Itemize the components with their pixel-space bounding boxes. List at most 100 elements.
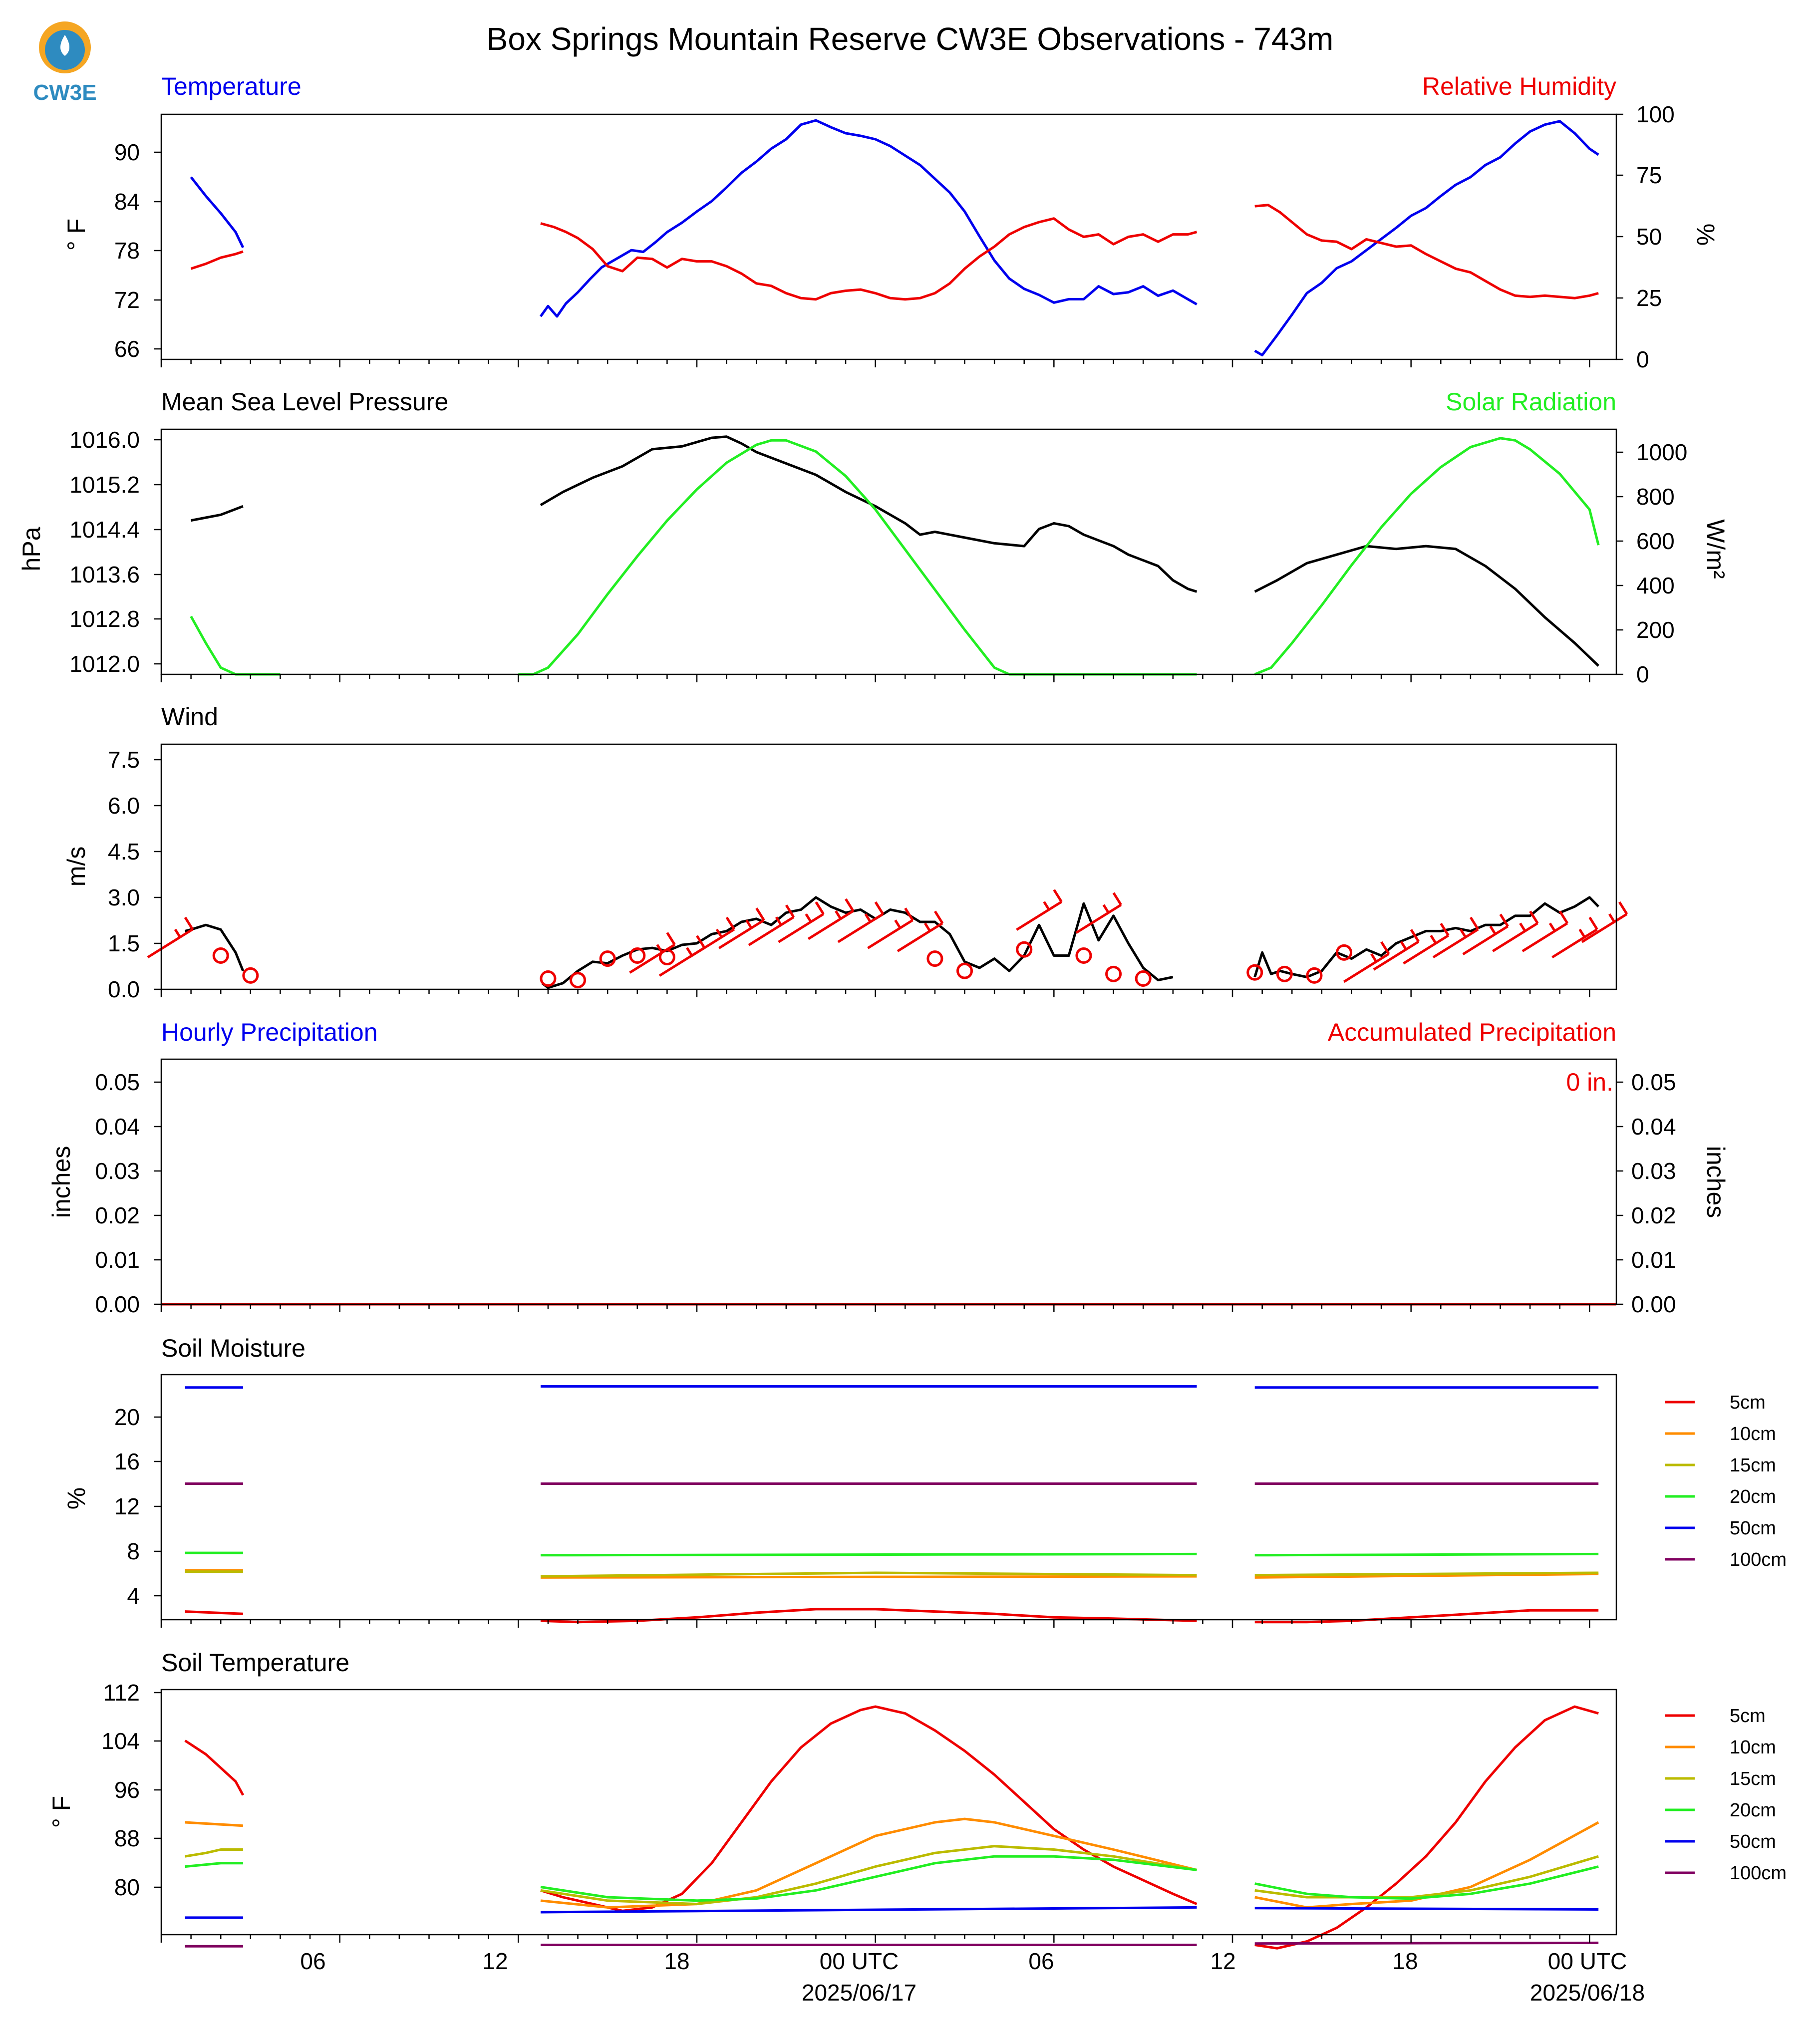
pressure-tick-label: 1012.0: [69, 651, 140, 677]
rh-tick-label: 100: [1636, 101, 1675, 127]
calm-wind-marker: [1135, 970, 1152, 987]
panel-soil-temp: Soil Temperature ° F 80 88 96 104 112 5c…: [47, 1649, 1787, 1950]
legend-label: 20cm: [1730, 1800, 1776, 1821]
calm-wind-marker: [1016, 941, 1033, 958]
wind-barb: [1403, 922, 1450, 965]
legend-label: 50cm: [1730, 1831, 1776, 1852]
calm-wind-marker: [956, 962, 973, 979]
temp-ylabel: ° F: [62, 219, 90, 251]
x-tick-label: 18: [664, 1948, 689, 1974]
legend-label: 100cm: [1730, 1863, 1787, 1884]
precip-tick-label: 0.03: [95, 1158, 140, 1184]
legend-label: 50cm: [1730, 1518, 1776, 1539]
series-line-20cm: [540, 1855, 1197, 1902]
accum-precip-value: 0 in.: [1566, 1068, 1613, 1096]
figure-title: Box Springs Mountain Reserve CW3E Observ…: [487, 21, 1334, 57]
wind-tick-label: 1.5: [108, 930, 140, 956]
x-tick-label: 18: [1392, 1948, 1418, 1974]
temp-y-ticks: 66 72 78 84 90: [114, 139, 161, 362]
panel-wind: Wind m/s 0.0 1.5 3.0 4.5 6.0 7.5: [62, 703, 1628, 1002]
x-tick-label: 06: [300, 1948, 325, 1974]
series-line-relative-humidity: [540, 217, 1198, 301]
x-axis-ticks: [160, 359, 1590, 1943]
wind-barb: [748, 904, 795, 946]
wind-barb: [897, 910, 944, 952]
wind-title: Wind: [161, 703, 218, 731]
series-line-5cm: [540, 1705, 1198, 1912]
legend-label: 10cm: [1730, 1424, 1776, 1445]
precip-right-ylabel: inches: [1702, 1146, 1730, 1218]
soil-moisture-y-ticks: 4 8 12 16 20: [114, 1404, 161, 1609]
soil-moisture-legend: 5cm 10cm 15cm 20cm 50cm 100cm: [1665, 1392, 1787, 1570]
wind-ylabel: m/s: [62, 847, 90, 887]
temp-tick-label: 78: [114, 238, 140, 264]
precip-tick-label: 0.03: [1631, 1158, 1676, 1184]
series-line-20cm: [185, 1862, 243, 1868]
series-line-15cm: [540, 1571, 1197, 1578]
wind-tick-label: 0.0: [108, 976, 140, 1002]
calm-wind-marker: [1306, 967, 1323, 984]
accum-precip-title: Accumulated Precipitation: [1328, 1018, 1616, 1046]
series-line-solar-radiation: [1254, 437, 1600, 676]
calm-wind-marker: [1075, 947, 1092, 964]
pressure-tick-label: 1015.2: [69, 472, 140, 498]
wind-barb: [147, 916, 194, 959]
precip-left-ticks: 0.00 0.01 0.02 0.03 0.04 0.05: [95, 1069, 161, 1317]
series-line-temperature: [539, 119, 1198, 318]
series-line-mean-sea-level-pressure: [191, 505, 244, 522]
x-tick-label: 00 UTC: [1548, 1948, 1627, 1974]
precip-tick-label: 0.05: [95, 1069, 140, 1095]
pressure-tick-label: 1012.8: [69, 606, 140, 632]
temp-tick-label: 90: [114, 139, 140, 165]
soil-temp-tick-label: 104: [101, 1728, 140, 1754]
series-line-wind-speed: [1253, 896, 1599, 978]
wind-y-ticks: 0.0 1.5 3.0 4.5 6.0 7.5: [108, 747, 161, 1002]
soil-moisture-frame: [160, 1374, 1617, 1621]
temp-title: Temperature: [161, 72, 302, 100]
wind-barb: [867, 907, 914, 949]
soil-moisture-ylabel: %: [62, 1487, 90, 1509]
legend-label: 20cm: [1730, 1486, 1776, 1507]
series-line-10cm: [185, 1821, 244, 1827]
series-line-wind-speed: [185, 923, 245, 972]
pressure-tick-label: 1013.6: [69, 562, 140, 587]
series-line-solar-radiation: [190, 615, 281, 676]
panel-precip: Hourly Precipitation Accumulated Precipi…: [47, 1018, 1730, 1317]
series-line-wind-speed: [541, 896, 1174, 989]
rh-tick-label: 75: [1636, 162, 1662, 188]
series-line-15cm: [1254, 1855, 1599, 1899]
wind-barb: [1492, 910, 1539, 952]
soil-moisture-tick-label: 20: [114, 1404, 140, 1430]
series-line-10cm: [540, 1817, 1198, 1909]
series-line-solar-radiation: [518, 439, 1197, 676]
legend-label: 100cm: [1730, 1549, 1787, 1570]
series-line-5cm: [1254, 1609, 1599, 1624]
wind-barb: [1373, 929, 1420, 971]
series-line-15cm: [185, 1848, 243, 1858]
x-tick-sublabel: 2025/06/17: [802, 1980, 916, 2006]
series-line-20cm: [540, 1552, 1197, 1557]
soil-temp-tick-label: 96: [114, 1777, 140, 1803]
pressure-solar-frame: [160, 428, 1617, 675]
wind-barb: [1581, 901, 1628, 943]
legend-label: 5cm: [1730, 1706, 1766, 1727]
precip-tick-label: 0.01: [1631, 1247, 1676, 1273]
wind-barb: [688, 916, 735, 959]
solar-ylabel: W/m²: [1702, 519, 1730, 579]
series-line-15cm: [1254, 1571, 1599, 1577]
wind-barb: [629, 932, 676, 974]
logo-drop-icon: [60, 35, 69, 56]
calm-wind-marker: [212, 947, 229, 964]
wind-series: [147, 889, 1628, 989]
wind-barb: [1521, 910, 1569, 952]
solar-tick-label: 400: [1636, 573, 1675, 598]
soil-moisture-tick-label: 8: [127, 1538, 140, 1564]
panel-pressure-solar: Mean Sea Level Pressure Solar Radiation …: [17, 388, 1730, 687]
cw3e-logo: CW3E: [33, 21, 97, 105]
panel-soil-moisture: Soil Moisture % 4 8 12 16 20 5cm 10cm 15…: [62, 1334, 1787, 1624]
pressure-y-ticks: 1012.0 1012.8 1013.6 1014.4 1015.2 1016.…: [69, 427, 161, 677]
wind-tick-label: 6.0: [108, 793, 140, 819]
precip-right-ticks: 0.00 0.01 0.02 0.03 0.04 0.05: [1616, 1069, 1676, 1317]
calm-wind-marker: [570, 972, 587, 989]
